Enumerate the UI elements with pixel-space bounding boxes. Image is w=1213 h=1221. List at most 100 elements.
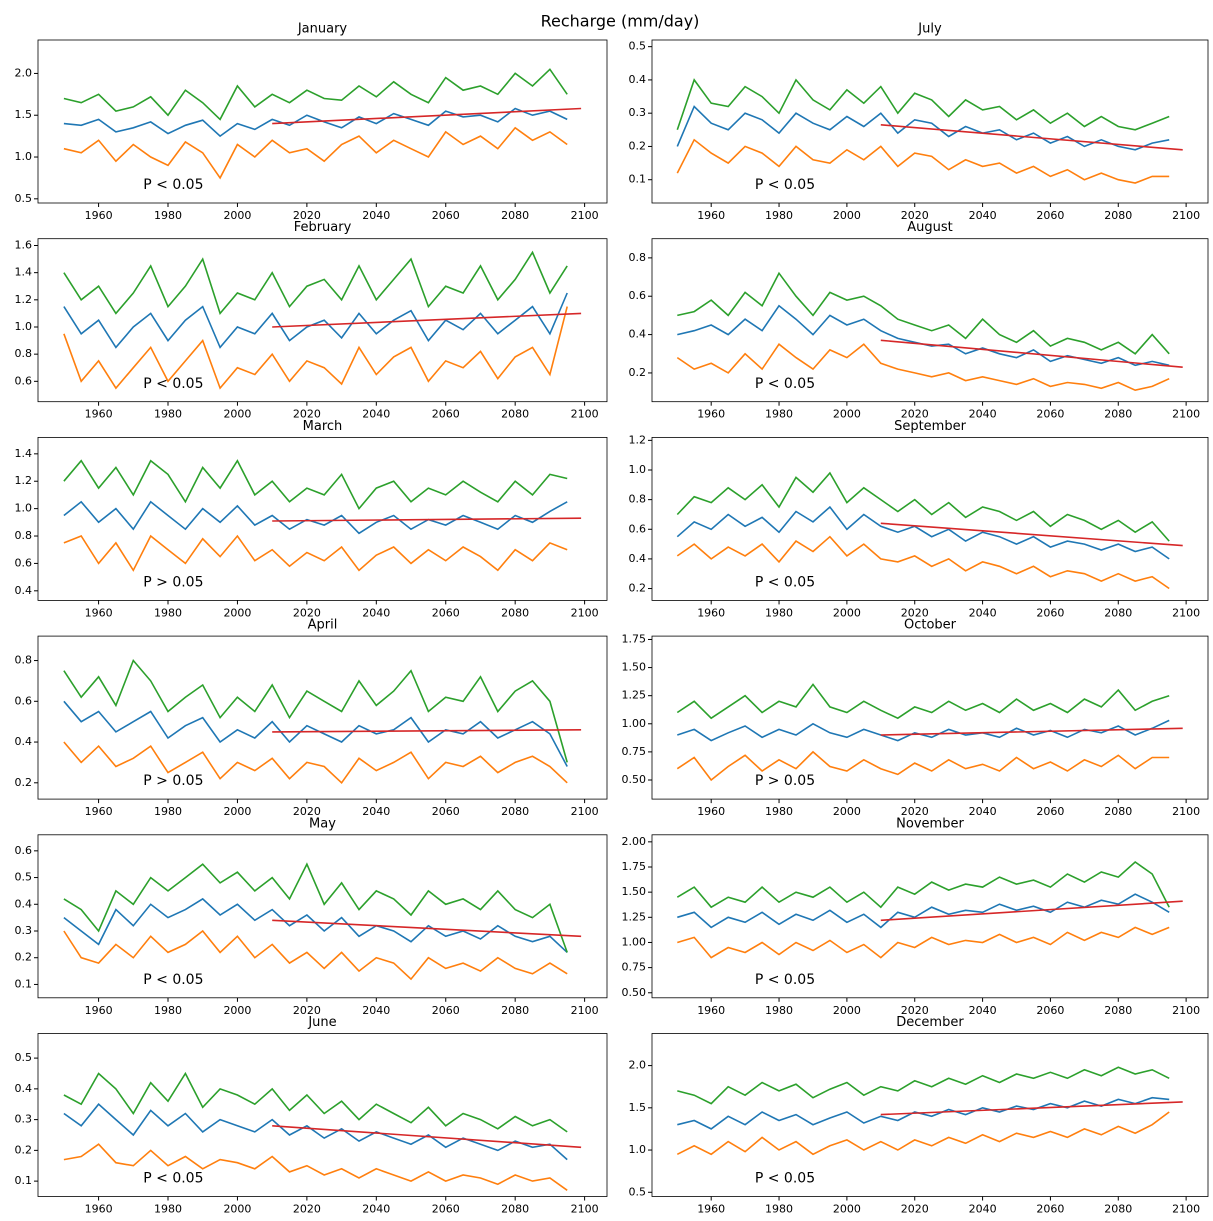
- x-tick-label: 2020: [293, 606, 321, 619]
- x-tick-label: 2100: [571, 1203, 599, 1216]
- x-tick-label: 2060: [432, 606, 460, 619]
- x-tick-label: 2000: [833, 408, 861, 421]
- x-tick-label: 2020: [901, 1004, 929, 1017]
- series-line: [676, 138, 1170, 184]
- y-tick-label: 1.6: [15, 238, 33, 251]
- series-line: [63, 107, 568, 138]
- x-tick-label: 2020: [293, 805, 321, 818]
- y-tick-label: 0.6: [629, 522, 647, 535]
- y-tick-label: 0.4: [629, 73, 647, 86]
- x-tick-label: 2080: [1104, 209, 1132, 222]
- y-tick-label: 0.5: [15, 1051, 33, 1064]
- x-tick-label: 1960: [85, 606, 113, 619]
- x-tick-label: 1960: [697, 209, 725, 222]
- x-tick-label: 1960: [697, 1004, 725, 1017]
- series-line: [63, 534, 568, 572]
- subplot-title: November: [896, 816, 964, 831]
- y-tick-label: 0.5: [15, 192, 33, 205]
- x-tick-label: 1960: [697, 606, 725, 619]
- y-tick-label: 2.00: [622, 835, 647, 848]
- series-line: [272, 919, 582, 938]
- plot-frame: [651, 238, 1209, 403]
- series-line: [63, 126, 568, 180]
- x-tick-label: 2020: [293, 209, 321, 222]
- series-line: [272, 312, 582, 328]
- series-line: [272, 729, 582, 733]
- x-tick-label: 1980: [765, 606, 793, 619]
- series-line: [676, 505, 1170, 560]
- x-tick-label: 2040: [362, 805, 390, 818]
- x-tick-label: 2080: [1104, 1004, 1132, 1017]
- subplot-title: February: [294, 220, 352, 235]
- x-tick-label: 1960: [85, 209, 113, 222]
- x-tick-label: 2100: [1172, 1004, 1200, 1017]
- x-tick-label: 2060: [432, 1004, 460, 1017]
- x-tick-label: 1960: [85, 805, 113, 818]
- plot-frame: [37, 39, 608, 204]
- x-tick-label: 1980: [154, 209, 182, 222]
- x-tick-label: 2020: [901, 408, 929, 421]
- x-tick-label: 2080: [1104, 1203, 1132, 1216]
- x-tick-label: 2020: [293, 408, 321, 421]
- x-tick-label: 2100: [571, 805, 599, 818]
- x-tick-label: 1980: [154, 606, 182, 619]
- x-tick-label: 2080: [1104, 408, 1132, 421]
- plot-frame: [651, 39, 1209, 204]
- plot-frame: [37, 238, 608, 403]
- y-tick-label: 0.3: [15, 1113, 33, 1126]
- y-tick-label: 0.8: [15, 654, 33, 667]
- x-tick-label: 2040: [969, 209, 997, 222]
- y-tick-label: 0.6: [629, 289, 647, 302]
- x-tick-label: 2100: [571, 408, 599, 421]
- y-tick-label: 0.8: [629, 251, 647, 264]
- series-line: [880, 522, 1183, 547]
- y-tick-label: 0.50: [622, 773, 647, 786]
- series-line: [63, 459, 568, 511]
- figure-title: Recharge (mm/day): [541, 12, 700, 31]
- x-tick-label: 1980: [765, 805, 793, 818]
- y-tick-label: 0.4: [15, 1082, 33, 1095]
- x-tick-label: 2020: [901, 209, 929, 222]
- y-tick-label: 0.5: [629, 1185, 647, 1198]
- x-tick-label: 2000: [833, 1004, 861, 1017]
- plot-frame: [651, 436, 1209, 601]
- series-line: [880, 900, 1183, 922]
- x-tick-label: 2060: [1036, 209, 1064, 222]
- series-line: [63, 1103, 568, 1161]
- y-tick-label: 0.4: [15, 584, 33, 597]
- series-line: [63, 292, 568, 349]
- y-tick-label: 1.00: [622, 935, 647, 948]
- x-tick-label: 2060: [1036, 408, 1064, 421]
- series-line: [677, 1066, 1170, 1105]
- subplot-title: January: [297, 22, 348, 37]
- y-tick-label: 0.6: [15, 556, 33, 569]
- x-tick-label: 1980: [154, 1004, 182, 1017]
- y-tick-label: 0.2: [629, 139, 647, 152]
- p-value-annotation: P < 0.05: [755, 972, 815, 988]
- y-tick-label: 0.6: [15, 374, 33, 387]
- series-line: [677, 926, 1170, 959]
- x-tick-label: 2000: [223, 1203, 251, 1216]
- subplot-title: December: [896, 1015, 964, 1030]
- y-tick-label: 0.1: [629, 173, 647, 186]
- y-tick-label: 0.2: [629, 582, 647, 595]
- x-tick-label: 2060: [432, 1203, 460, 1216]
- x-tick-label: 1960: [85, 1004, 113, 1017]
- y-tick-label: 0.1: [15, 977, 33, 990]
- x-tick-label: 2000: [833, 805, 861, 818]
- subplot-title: August: [907, 220, 953, 235]
- x-tick-label: 1980: [765, 209, 793, 222]
- series-line: [63, 68, 568, 121]
- x-tick-label: 1960: [85, 408, 113, 421]
- series-line: [880, 1101, 1183, 1116]
- p-value-annotation: P < 0.05: [755, 574, 815, 590]
- x-tick-label: 2040: [969, 1004, 997, 1017]
- p-value-annotation: P < 0.05: [143, 177, 203, 193]
- p-value-annotation: P < 0.05: [755, 177, 815, 193]
- y-tick-label: 0.2: [15, 951, 33, 964]
- y-tick-label: 0.8: [15, 529, 33, 542]
- x-tick-label: 1980: [154, 1203, 182, 1216]
- series-line: [880, 339, 1183, 368]
- y-tick-label: 0.8: [629, 493, 647, 506]
